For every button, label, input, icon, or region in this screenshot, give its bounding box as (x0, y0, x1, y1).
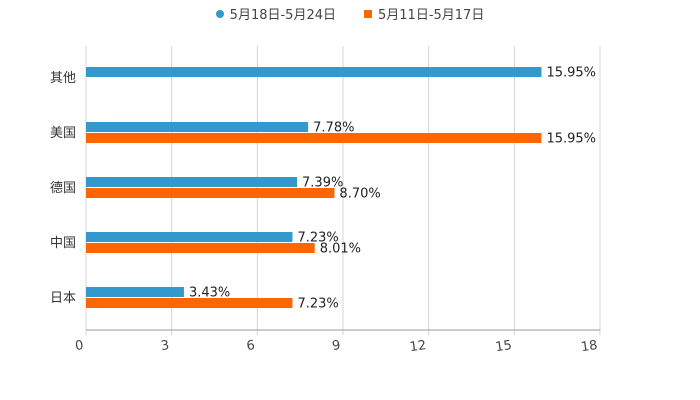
bar-series-1-4 (86, 232, 293, 242)
bar-series-2-4 (86, 243, 315, 253)
data-label-series-2-3: 8.70% (339, 187, 380, 202)
y-category-label-2: 美国 (50, 126, 76, 141)
bar-series-1-1 (86, 67, 542, 77)
data-label-series-2-5: 7.23% (297, 297, 338, 312)
data-label-series-1-4: 7.23% (297, 231, 338, 246)
bar-series-1-3 (86, 177, 298, 187)
data-label-series-1-5: 3.43% (189, 286, 230, 301)
bar-series-1-5 (86, 287, 184, 297)
x-tick-label-6: 6 (246, 338, 256, 354)
bar-series-1-2 (86, 122, 309, 132)
data-label-series-2-4: 8.01% (320, 242, 361, 257)
y-category-label-3: 德国 (50, 181, 76, 196)
legend-marker-series-1 (215, 9, 224, 18)
data-label-series-1-2: 7.78% (313, 121, 354, 136)
legend-label-series-1: 5月18日-5月24日 (229, 8, 336, 23)
data-label-series-1-3: 7.39% (302, 176, 343, 191)
data-label-series-1-1: 15.95% (546, 66, 596, 81)
legend-label-series-2: 5月11日-5月17日 (378, 8, 485, 23)
y-category-label-1: 其他 (50, 71, 76, 86)
x-tick-label-0: 0 (74, 338, 84, 354)
legend-item-series-2[interactable]: 5月11日-5月17日 (364, 4, 484, 23)
bar-series-2-3 (86, 188, 335, 198)
x-tick-label-15: 15 (494, 338, 512, 355)
x-tick-label-12: 12 (409, 338, 427, 355)
y-category-label-5: 日本 (50, 291, 76, 306)
data-label-series-2-2: 15.95% (546, 132, 596, 147)
x-tick-label-9: 9 (331, 338, 341, 354)
bar-series-2-2 (86, 133, 542, 143)
legend-item-series-1[interactable]: 5月18日-5月24日 (215, 4, 336, 23)
x-tick-label-18: 18 (580, 338, 598, 355)
y-category-label-4: 中国 (50, 236, 76, 251)
bar-series-2-5 (86, 298, 293, 308)
legend-marker-series-2 (364, 9, 372, 18)
x-tick-label-3: 3 (160, 338, 170, 354)
chart-legend: 5月18日-5月24日 5月11日-5月17日 (0, 4, 700, 23)
